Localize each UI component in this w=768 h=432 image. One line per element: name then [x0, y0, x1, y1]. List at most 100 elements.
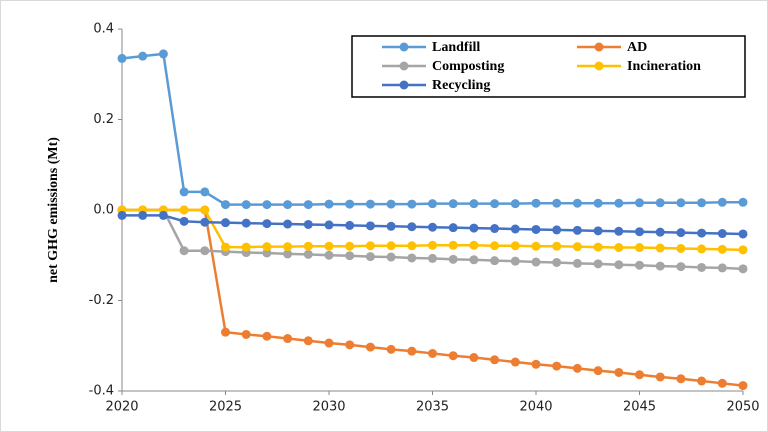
- y-tick-label: 0.4: [93, 22, 114, 37]
- data-point: [655, 198, 665, 208]
- data-point: [448, 240, 458, 250]
- data-point: [262, 219, 272, 229]
- data-point: [283, 249, 293, 259]
- legend-marker: [399, 80, 409, 90]
- data-point: [469, 223, 479, 233]
- data-point: [324, 338, 334, 348]
- data-point: [655, 227, 665, 237]
- data-point: [676, 228, 686, 238]
- legend-label: Recycling: [432, 78, 490, 93]
- data-point: [614, 198, 624, 208]
- data-point: [448, 223, 458, 233]
- data-point: [697, 244, 707, 254]
- data-point: [717, 244, 727, 254]
- x-tick-label: 2025: [209, 400, 242, 415]
- legend-marker: [399, 42, 409, 52]
- data-point: [717, 197, 727, 207]
- data-point: [738, 229, 748, 239]
- data-point: [117, 210, 127, 220]
- data-point: [345, 199, 355, 209]
- data-point: [593, 366, 603, 376]
- data-point: [552, 257, 562, 267]
- legend-marker: [399, 61, 409, 71]
- data-point: [676, 374, 686, 384]
- data-point: [283, 200, 293, 210]
- x-tick-label: 2030: [312, 400, 345, 415]
- data-point: [697, 198, 707, 208]
- data-point: [490, 199, 500, 209]
- data-point: [614, 226, 624, 236]
- data-point: [738, 245, 748, 255]
- data-point: [655, 243, 665, 253]
- data-point: [697, 228, 707, 238]
- x-tick-label: 2040: [519, 400, 552, 415]
- data-point: [717, 378, 727, 388]
- data-point: [179, 187, 189, 197]
- data-point: [241, 329, 251, 339]
- data-point: [635, 198, 644, 208]
- data-point: [407, 199, 417, 209]
- data-point: [552, 241, 562, 251]
- data-point: [262, 248, 272, 258]
- data-point: [614, 367, 624, 377]
- data-point: [365, 221, 375, 231]
- data-point: [510, 357, 520, 367]
- data-point: [531, 359, 541, 369]
- data-point: [635, 227, 644, 237]
- data-point: [510, 256, 520, 266]
- data-point: [655, 372, 665, 382]
- data-point: [676, 262, 686, 272]
- x-tick-label: 2020: [105, 400, 138, 415]
- y-tick-label: 0.0: [93, 203, 114, 218]
- data-point: [738, 197, 748, 207]
- data-point: [655, 261, 665, 271]
- data-point: [552, 225, 562, 235]
- data-point: [531, 257, 541, 267]
- data-point: [697, 262, 707, 272]
- data-point: [635, 260, 644, 270]
- data-point: [593, 198, 603, 208]
- data-point: [510, 241, 520, 251]
- data-point: [138, 51, 148, 61]
- data-point: [614, 243, 624, 253]
- data-point: [510, 199, 520, 209]
- data-point: [676, 243, 686, 253]
- data-point: [221, 218, 230, 228]
- data-point: [200, 187, 210, 197]
- legend-label: Incineration: [627, 59, 701, 74]
- data-point: [324, 241, 334, 251]
- data-point: [531, 198, 541, 208]
- y-tick-label: -0.4: [89, 384, 114, 399]
- data-point: [221, 242, 230, 252]
- data-point: [283, 242, 293, 252]
- data-point: [200, 246, 210, 256]
- data-point: [200, 205, 210, 215]
- data-point: [572, 242, 582, 252]
- data-point: [262, 242, 272, 252]
- data-point: [572, 363, 582, 373]
- data-point: [283, 334, 293, 344]
- data-point: [303, 241, 313, 251]
- data-point: [221, 327, 230, 337]
- data-point: [407, 222, 417, 232]
- data-point: [303, 249, 313, 259]
- data-point: [593, 242, 603, 252]
- data-point: [717, 263, 727, 273]
- data-point: [407, 241, 417, 251]
- data-point: [365, 241, 375, 251]
- data-point: [552, 361, 562, 371]
- legend-marker: [594, 61, 604, 71]
- data-point: [179, 246, 189, 256]
- data-point: [428, 199, 437, 209]
- data-point: [221, 200, 230, 210]
- data-point: [241, 200, 251, 210]
- data-point: [490, 355, 500, 365]
- data-point: [635, 243, 644, 253]
- data-point: [117, 53, 127, 63]
- data-point: [490, 224, 500, 234]
- data-point: [717, 229, 727, 239]
- data-point: [365, 199, 375, 209]
- data-point: [531, 224, 541, 234]
- data-point: [572, 258, 582, 268]
